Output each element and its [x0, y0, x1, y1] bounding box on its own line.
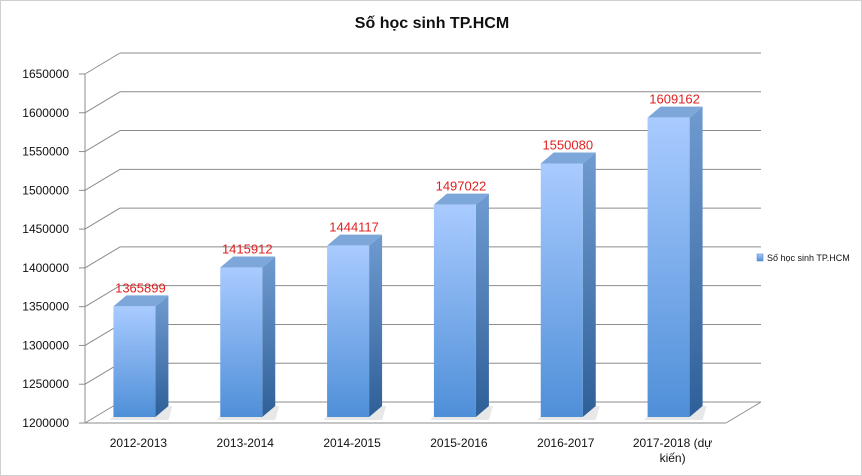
bar-top [433, 193, 489, 205]
floor-right-edge [725, 401, 762, 424]
y-tick-label: 1650000 [22, 67, 69, 81]
gridline-diagonal [84, 207, 121, 230]
bar-side [475, 193, 489, 417]
data-label: 1415912 [222, 242, 273, 257]
x-tick-label: 2015-2016 [430, 436, 488, 450]
y-tick-label: 1250000 [22, 377, 69, 391]
bar-side [262, 256, 276, 417]
bar [540, 163, 583, 417]
gridline-diagonal [84, 130, 121, 152]
legend: Số học sinh TP.HCM [756, 253, 850, 263]
legend-label: Số học sinh TP.HCM [767, 253, 850, 263]
x-tick-label: kiến) [660, 451, 686, 465]
x-tick-label: 2017-2018 (dự [633, 436, 712, 450]
bar [220, 267, 263, 417]
data-label: 1609162 [649, 92, 700, 107]
bar-side [689, 106, 703, 418]
y-tick-label: 1600000 [22, 106, 69, 120]
y-tick-label: 1350000 [22, 300, 69, 314]
gridline-diagonal [84, 285, 121, 308]
gridline-diagonal [84, 52, 121, 75]
y-tick-label: 1300000 [22, 338, 69, 352]
bar-top [220, 256, 276, 268]
bar [433, 204, 476, 417]
bar [647, 117, 690, 418]
gridline-diagonal [84, 168, 121, 191]
bar-side [582, 152, 596, 417]
gridline-diagonal [84, 91, 121, 114]
x-tick-label: 2013-2014 [217, 436, 275, 450]
x-axis-ticks: 2012-2013 2013-2014 2014-2015 2015-2016 2016… [110, 436, 713, 465]
data-label: 1365899 [115, 280, 166, 295]
chart-title: Số học sinh TP.HCM [354, 15, 510, 32]
legend-swatch [756, 253, 764, 262]
y-tick-label: 1550000 [22, 145, 69, 159]
bars [109, 106, 707, 420]
bar-side [155, 295, 169, 417]
bar-top [327, 234, 383, 246]
x-tick-label: 2014-2015 [323, 436, 381, 450]
y-tick-label: 1450000 [22, 222, 69, 236]
x-tick-label: 2012-2013 [110, 436, 168, 450]
y-tick-label: 1400000 [22, 261, 69, 275]
bar [113, 306, 156, 417]
y-tick-label: 1200000 [22, 416, 69, 430]
data-label: 1550080 [542, 137, 593, 152]
bar-top [647, 106, 703, 118]
bar-top [540, 152, 596, 164]
data-label: 1444117 [329, 220, 379, 235]
bar-top [113, 295, 169, 307]
y-tick-label: 1500000 [22, 183, 69, 197]
y-axis-ticks: 1200000 1250000 1300000 1350000 1400000 14500… [22, 67, 85, 430]
data-label: 1497022 [436, 179, 487, 194]
bar-side [369, 234, 383, 417]
gridline-diagonal [84, 246, 121, 269]
bar [327, 245, 370, 417]
x-tick-label: 2016-2017 [537, 436, 595, 450]
data-labels: 1365899 1415912 1444117 1497022 1550080 16091… [115, 92, 700, 296]
